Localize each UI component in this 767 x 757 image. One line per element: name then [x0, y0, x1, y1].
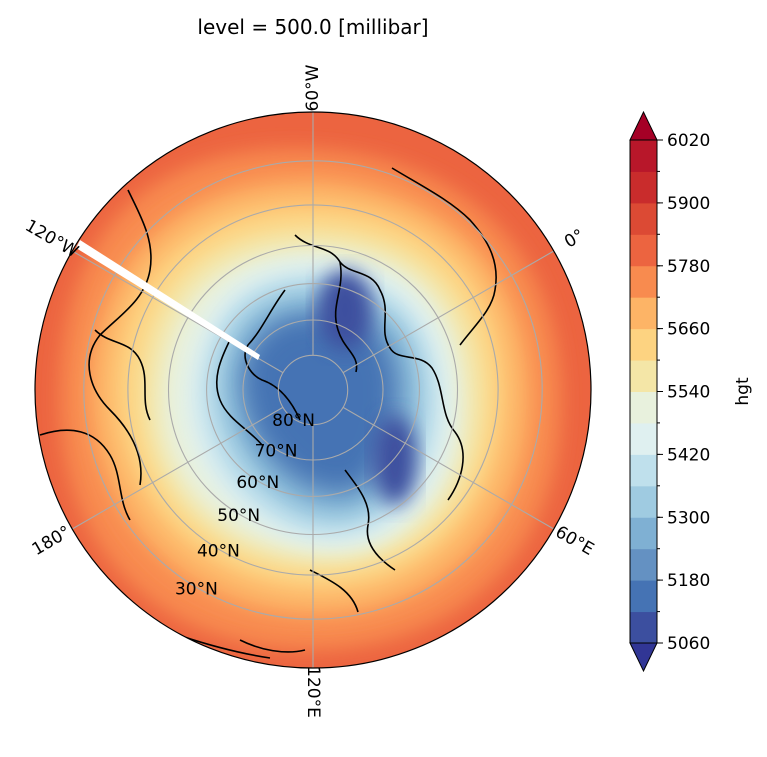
colorbar-segment	[630, 171, 657, 204]
lat-label: 40°N	[197, 541, 240, 561]
meridian-60	[342, 406, 555, 530]
lat-label: 30°N	[175, 580, 218, 600]
colorbar-segment	[630, 360, 657, 392]
colorbar-segment	[630, 391, 657, 424]
colorbar-tick-label: 5660	[667, 320, 710, 340]
lat-label: 70°N	[255, 442, 298, 462]
lon-label: 60°W	[303, 64, 323, 111]
colorbar-tick-label: 5540	[667, 383, 710, 403]
colorbar-segment	[630, 328, 657, 361]
colorbar-tick-label: 5060	[667, 634, 710, 654]
lon-label: 120°W	[21, 216, 81, 262]
colorbar-segment	[630, 548, 657, 581]
colorbar-under-arrow	[629, 642, 658, 673]
meridian-0	[342, 250, 555, 374]
colorbar-tick-label: 6020	[667, 131, 710, 151]
lon-label: 180°	[29, 522, 74, 560]
colorbar-segment	[630, 140, 657, 172]
lon-label: 60°E	[552, 522, 597, 560]
lon-label: 0°	[561, 226, 588, 253]
colorbar-segment	[630, 517, 657, 550]
map-boundary	[34, 111, 592, 669]
colorbar-segment	[630, 202, 657, 235]
height-contour-field	[35, 112, 591, 668]
map-title: level = 500.0 [millibar]	[197, 15, 428, 39]
colorbar-tick-label: 5900	[667, 194, 710, 214]
colorbar-tick-label: 5420	[667, 445, 710, 465]
colorbar-label: hgt	[733, 377, 753, 406]
lon-label: 120°E	[303, 666, 323, 718]
colorbar-over-arrow	[629, 110, 658, 141]
lat-label: 60°N	[236, 473, 279, 493]
lat-label: 80°N	[272, 411, 315, 431]
map-plot: 80°N 70°N 60°N 50°N 40°N 30°N 60°W 120°W 180° 12…	[21, 64, 597, 718]
colorbar: 5060 5180 5300 5420 5540 5660 5780 5900 6020 hgt	[629, 110, 753, 673]
colorbar-segment	[630, 265, 657, 298]
colorbar-tick-label: 5780	[667, 257, 710, 277]
lat-label: 50°N	[217, 506, 260, 526]
colorbar-segment	[630, 297, 657, 330]
colorbar-segment	[630, 422, 657, 455]
data-gap-wedge	[76, 240, 260, 360]
colorbar-segment	[630, 454, 657, 487]
colorbar-tick-label: 5300	[667, 508, 710, 528]
colorbar-segment	[630, 234, 657, 267]
meridian-180	[71, 406, 284, 530]
colorbar-segment	[630, 611, 657, 644]
colorbar-tick-label: 5180	[667, 571, 710, 591]
colorbar-segment	[630, 580, 657, 613]
colorbar-segment	[630, 485, 657, 518]
latitude-labels: 80°N 70°N 60°N 50°N 40°N 30°N	[175, 411, 315, 599]
